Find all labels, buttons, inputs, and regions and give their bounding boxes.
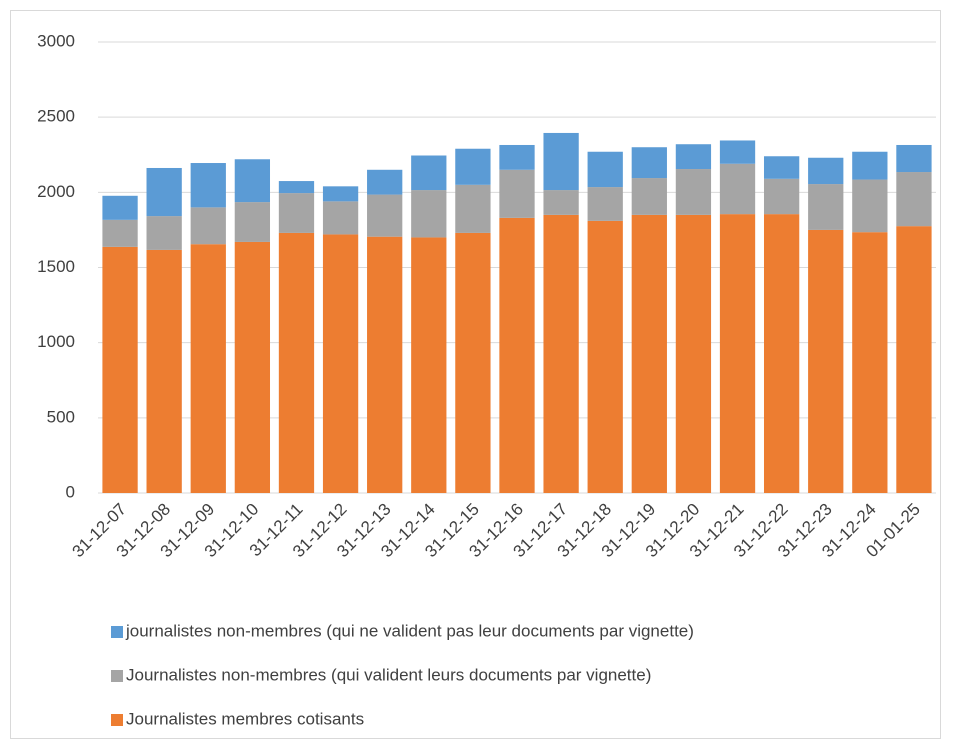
bar-segment bbox=[587, 187, 623, 221]
bar-segment bbox=[278, 181, 315, 194]
bar-segment bbox=[455, 232, 491, 493]
bar-segment bbox=[543, 132, 579, 191]
bar-segment bbox=[587, 220, 623, 493]
bar-segment bbox=[763, 178, 800, 215]
bar-segment bbox=[763, 156, 800, 179]
bar-segment bbox=[367, 194, 403, 237]
bar-segment bbox=[146, 216, 182, 250]
bar-segment bbox=[719, 140, 756, 164]
bar-segment bbox=[808, 184, 844, 230]
bar-segment bbox=[719, 163, 756, 215]
bar-segment bbox=[808, 229, 844, 493]
bar-segment bbox=[411, 190, 447, 238]
bar-segment bbox=[102, 219, 138, 247]
bar-segment bbox=[587, 151, 623, 188]
legend-label: Journalistes non-membres (qui valident l… bbox=[126, 665, 651, 684]
bar-segment bbox=[852, 232, 888, 493]
bar-segment bbox=[234, 159, 271, 203]
y-tick-label: 3000 bbox=[37, 31, 75, 50]
legend-swatch bbox=[111, 626, 123, 638]
bar-segment bbox=[896, 226, 932, 494]
legend-swatch bbox=[111, 670, 123, 682]
bar-segment bbox=[455, 184, 491, 233]
bar-segment bbox=[234, 202, 271, 242]
bar-segment bbox=[499, 144, 535, 170]
bar-segment bbox=[896, 172, 932, 227]
y-tick-label: 0 bbox=[66, 482, 75, 501]
bar-segment bbox=[322, 186, 359, 202]
bar-segment bbox=[675, 169, 712, 215]
bar-segment bbox=[367, 169, 403, 195]
bar-segment bbox=[896, 144, 932, 173]
y-tick-label: 2500 bbox=[37, 107, 75, 126]
bar-segment bbox=[367, 236, 403, 493]
bar-segment bbox=[852, 151, 888, 180]
legend-label: journalistes non-membres (qui ne validen… bbox=[125, 621, 694, 640]
y-tick-label: 1500 bbox=[37, 257, 75, 276]
bar-segment bbox=[543, 214, 579, 493]
legend-label: Journalistes membres cotisants bbox=[126, 709, 364, 728]
bar-segment bbox=[631, 147, 667, 179]
bar-segment bbox=[278, 232, 315, 493]
bar-segment bbox=[146, 249, 182, 493]
bar-segment bbox=[719, 214, 756, 494]
bar-segment bbox=[543, 190, 579, 215]
bar-segment bbox=[808, 157, 844, 185]
y-tick-label: 1000 bbox=[37, 332, 75, 351]
y-tick-label: 500 bbox=[47, 407, 75, 426]
bar-segment bbox=[675, 144, 712, 170]
bar-segment bbox=[146, 167, 182, 217]
bar-segment bbox=[852, 179, 888, 233]
bar-segment bbox=[102, 195, 138, 220]
bar-segment bbox=[411, 237, 447, 493]
bar-segment bbox=[763, 214, 800, 494]
bar-segment bbox=[499, 217, 535, 493]
legend-swatch bbox=[111, 714, 123, 726]
bar-segment bbox=[631, 214, 667, 493]
bar-segment bbox=[278, 193, 315, 233]
bar-segment bbox=[190, 163, 226, 208]
bar-segment bbox=[234, 241, 271, 493]
bar-segment bbox=[631, 178, 667, 215]
bar-segment bbox=[322, 234, 359, 493]
y-tick-label: 2000 bbox=[37, 182, 75, 201]
bar-segment bbox=[499, 169, 535, 218]
bar-segment bbox=[322, 201, 359, 235]
bar-segment bbox=[455, 148, 491, 185]
bar-segment bbox=[675, 214, 712, 493]
bar-segment bbox=[190, 207, 226, 245]
bar-segment bbox=[411, 155, 447, 191]
bar-segment bbox=[102, 246, 138, 493]
bar-segment bbox=[190, 244, 226, 493]
